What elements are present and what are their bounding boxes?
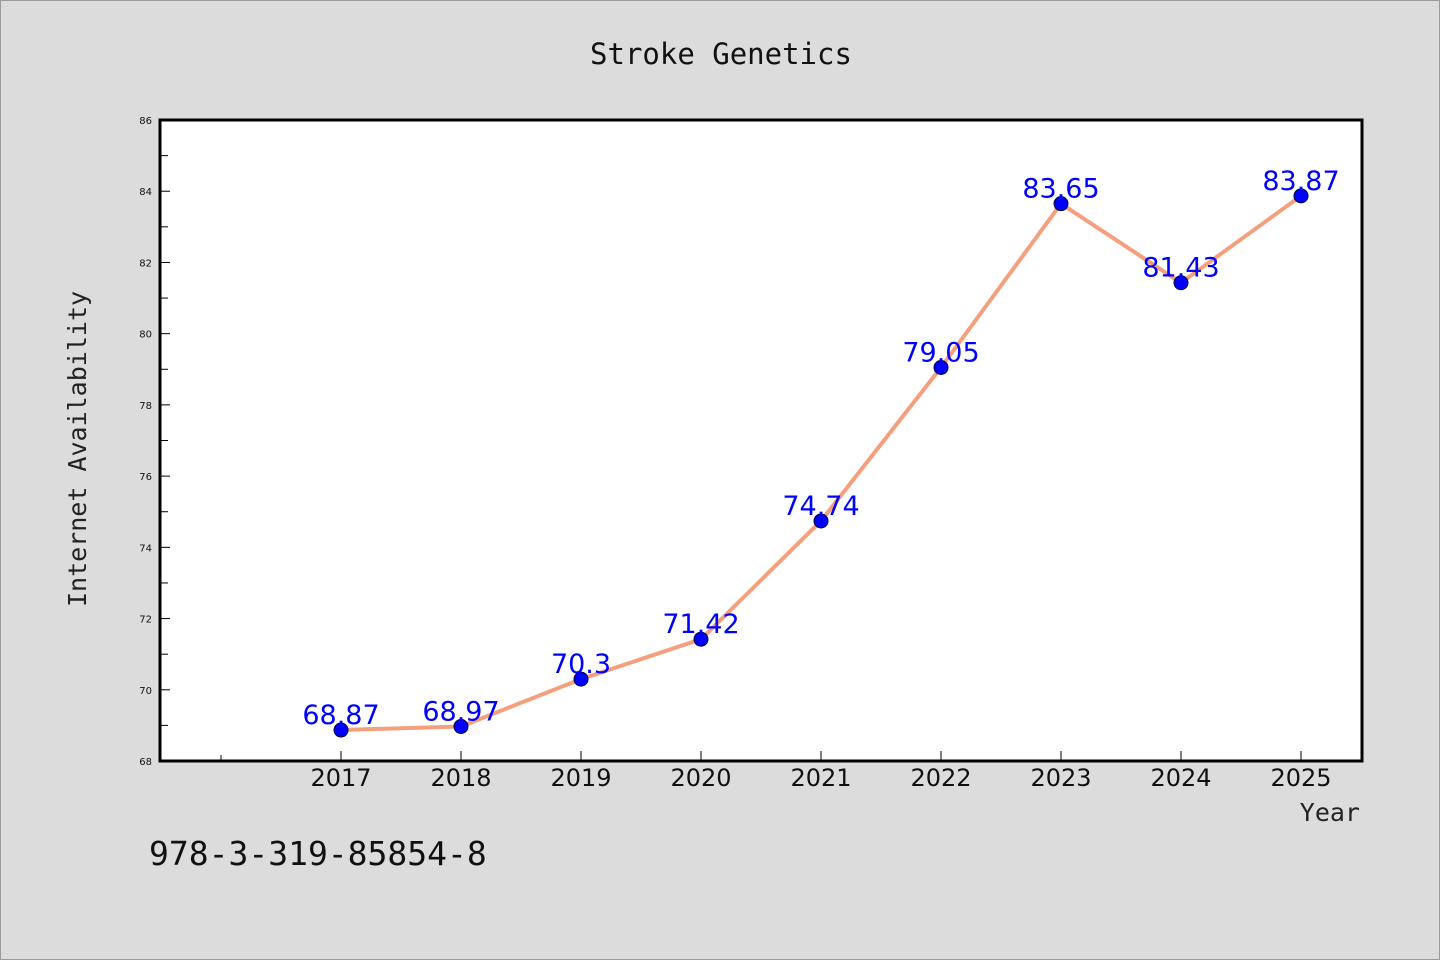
plot-area xyxy=(158,118,1364,763)
data-point xyxy=(1293,188,1309,204)
y-tick-label: 72 xyxy=(139,615,152,626)
y-tick-label: 84 xyxy=(139,187,152,198)
y-tick-label: 78 xyxy=(139,401,152,412)
data-point xyxy=(933,359,949,375)
x-axis-label: Year xyxy=(1300,798,1360,827)
x-tick-label: 2020 xyxy=(670,764,731,792)
x-tick-label: 2023 xyxy=(1030,764,1091,792)
data-point xyxy=(1173,275,1189,291)
data-label: 83.87 xyxy=(1262,166,1339,197)
y-tick-label: 86 xyxy=(139,116,152,127)
x-axis-ticks: 2017 2018 2019 2020 2021 2022 2023 2024 2025 xyxy=(220,751,1332,792)
y-axis-label: Internet Availability xyxy=(63,291,92,607)
x-tick-label: 2019 xyxy=(550,764,611,792)
y-tick-label: 82 xyxy=(139,258,152,269)
chart-title: Stroke Genetics xyxy=(590,37,852,71)
data-label: 70.3 xyxy=(551,649,611,680)
y-tick-label: 76 xyxy=(139,472,152,483)
data-label: 68.87 xyxy=(302,700,379,731)
x-tick-label: 2025 xyxy=(1270,764,1331,792)
y-tick-label: 80 xyxy=(139,330,152,341)
x-tick-label: 2024 xyxy=(1150,764,1211,792)
data-label: 71.42 xyxy=(662,609,739,640)
data-labels: 68.87 68.97 70.3 71.42 74.74 79.05 83.65 81.43 8… xyxy=(302,166,1339,731)
data-label: 81.43 xyxy=(1142,253,1219,284)
isbn-footnote: 978-3-319-85854-8 xyxy=(149,834,487,873)
data-point xyxy=(1053,196,1069,212)
data-point xyxy=(453,718,469,734)
data-label: 79.05 xyxy=(902,337,979,368)
series-markers xyxy=(333,188,1309,738)
data-label: 83.65 xyxy=(1022,174,1099,205)
data-point xyxy=(813,513,829,529)
x-tick-label: 2018 xyxy=(430,764,491,792)
x-tick-label: 2017 xyxy=(310,764,371,792)
x-tick-label: 2022 xyxy=(910,764,971,792)
y-tick-label: 70 xyxy=(139,686,152,697)
data-point xyxy=(333,722,349,738)
y-tick-label: 68 xyxy=(139,757,152,768)
data-label: 74.74 xyxy=(782,491,859,522)
data-point xyxy=(573,671,589,687)
data-label: 68.97 xyxy=(422,696,499,727)
x-tick-label: 2021 xyxy=(790,764,851,792)
y-tick-label: 74 xyxy=(139,543,152,554)
data-point xyxy=(693,631,709,647)
y-axis-ticks: 68 70 72 74 76 78 80 82 84 86 xyxy=(139,116,170,768)
